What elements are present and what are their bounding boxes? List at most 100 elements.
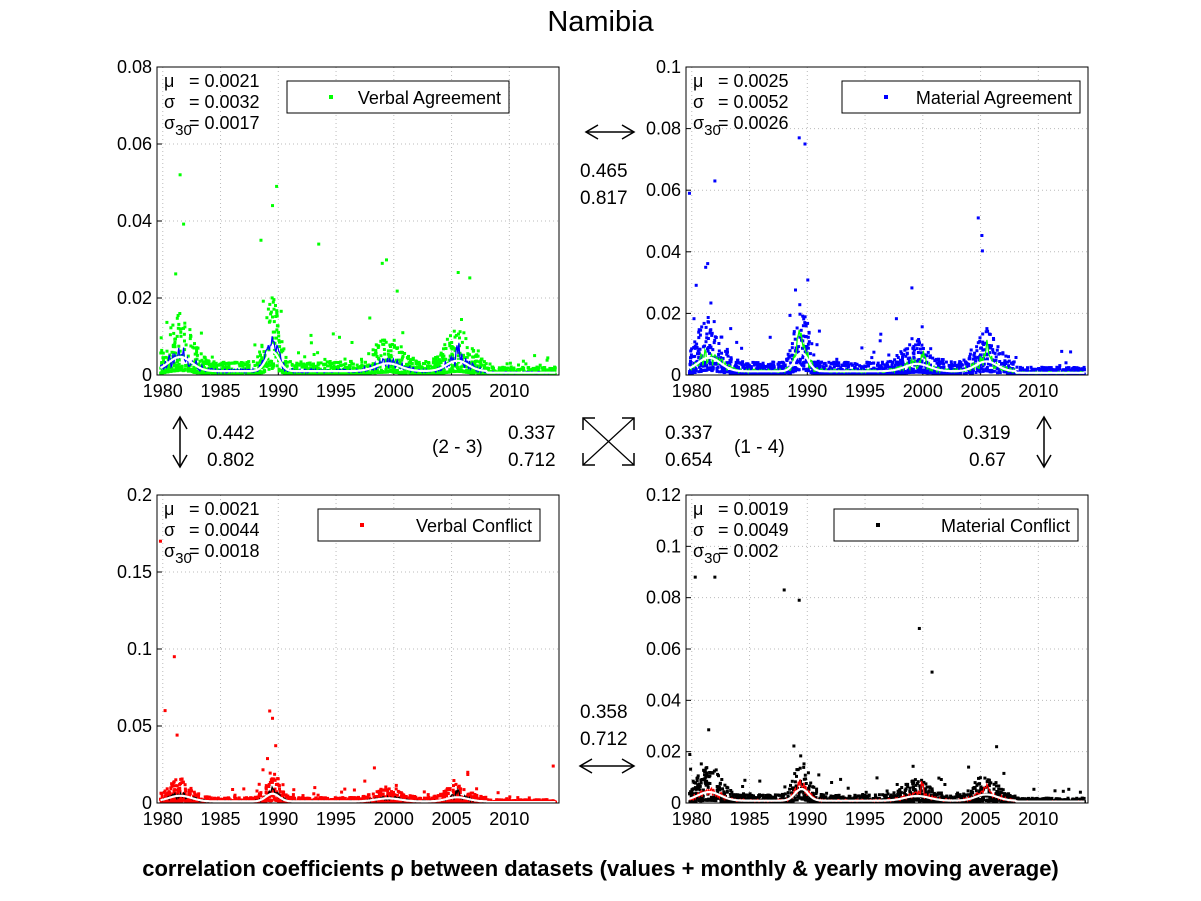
stat-mu-symbol: μ	[693, 71, 703, 91]
data-point	[953, 361, 957, 365]
data-point	[917, 343, 920, 347]
data-point	[1051, 369, 1055, 373]
data-point	[463, 356, 466, 360]
data-point	[258, 354, 262, 357]
data-point	[872, 350, 876, 354]
data-point	[902, 371, 906, 375]
data-point	[267, 785, 271, 788]
data-point	[385, 258, 388, 262]
data-point	[421, 372, 425, 375]
data-point	[1064, 361, 1068, 365]
data-point	[197, 362, 201, 366]
data-point	[508, 361, 512, 365]
data-point	[387, 787, 391, 791]
data-point	[944, 360, 948, 364]
data-point	[189, 786, 193, 790]
data-point	[528, 372, 532, 375]
data-point	[697, 330, 701, 334]
data-point	[275, 311, 279, 315]
data-point	[806, 278, 810, 282]
data-point	[174, 366, 178, 370]
data-point	[778, 365, 781, 369]
data-point	[802, 367, 806, 371]
data-point	[998, 360, 1002, 363]
data-point	[284, 371, 288, 375]
data-point	[207, 366, 211, 370]
data-point	[332, 364, 336, 368]
data-point	[479, 362, 483, 365]
data-point	[1006, 367, 1010, 371]
data-point	[278, 353, 282, 357]
data-point	[700, 361, 704, 365]
data-point	[497, 366, 501, 370]
data-point	[377, 344, 381, 348]
data-point	[806, 321, 810, 325]
data-point	[998, 352, 1002, 356]
data-point	[949, 371, 953, 375]
data-point	[441, 353, 445, 356]
data-point	[462, 800, 466, 803]
data-point	[372, 800, 375, 803]
x-tick-label: 1985	[201, 381, 241, 401]
data-point	[992, 369, 996, 373]
data-point	[384, 368, 388, 372]
data-point	[795, 326, 799, 330]
data-point	[736, 372, 740, 375]
data-point	[170, 366, 174, 370]
data-point	[860, 346, 864, 350]
data-point	[245, 372, 249, 375]
data-point	[1011, 360, 1015, 364]
data-point	[537, 798, 541, 802]
data-point	[453, 349, 457, 353]
data-point	[870, 356, 874, 360]
data-point	[425, 372, 429, 375]
data-point	[164, 355, 168, 359]
data-point	[458, 330, 462, 334]
legend-marker	[884, 95, 888, 99]
data-point	[467, 370, 471, 373]
data-point	[178, 365, 182, 369]
y-tick-label: 0.04	[117, 211, 152, 231]
data-point	[835, 360, 839, 364]
data-point	[372, 353, 376, 357]
data-point	[696, 349, 700, 353]
data-point	[399, 345, 403, 349]
data-point	[697, 328, 701, 332]
data-point	[190, 789, 193, 793]
data-point	[403, 368, 407, 372]
data-point	[842, 364, 846, 367]
data-point	[688, 370, 692, 373]
data-point	[704, 325, 708, 329]
data-point	[449, 334, 452, 338]
data-point	[986, 329, 990, 333]
data-point	[432, 365, 436, 369]
data-point	[795, 361, 799, 365]
data-point	[1007, 359, 1011, 363]
data-point	[186, 354, 190, 358]
data-point	[355, 363, 359, 367]
data-point	[768, 364, 772, 368]
data-point	[990, 344, 993, 348]
data-point	[240, 363, 244, 367]
data-point	[731, 371, 735, 375]
data-point	[449, 370, 452, 374]
data-point	[981, 364, 985, 368]
data-point	[894, 317, 898, 321]
data-point	[182, 326, 185, 330]
data-point	[231, 361, 235, 365]
data-point	[309, 363, 313, 367]
data-point	[179, 334, 183, 338]
data-point	[245, 361, 249, 364]
data-point	[382, 348, 386, 351]
data-point	[477, 360, 481, 364]
data-point	[1014, 356, 1018, 359]
data-point	[428, 364, 432, 368]
data-point	[907, 362, 911, 366]
data-point	[724, 349, 728, 353]
data-point	[789, 361, 793, 365]
data-point	[275, 336, 278, 340]
data-point	[786, 352, 790, 356]
stat-sigma30-value: = 0.0017	[189, 113, 260, 133]
data-point	[392, 365, 396, 369]
data-point	[856, 367, 859, 371]
